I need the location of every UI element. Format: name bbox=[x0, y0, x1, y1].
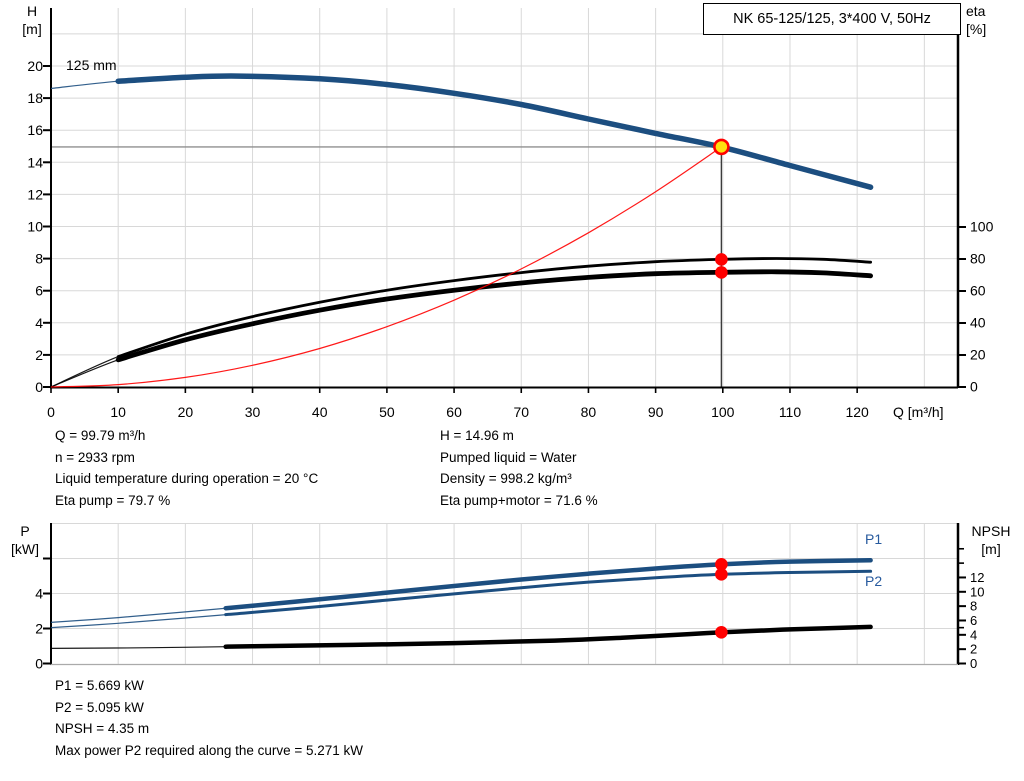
x-axis-tick-label: 110 bbox=[779, 404, 802, 420]
impeller-diameter-label: 125 mm bbox=[66, 57, 117, 73]
p2-curve-thin bbox=[50, 570, 871, 629]
x-axis-tick-label: 10 bbox=[110, 404, 126, 420]
eta-pump-curve bbox=[116, 257, 872, 358]
info-line: Eta pump = 79.7 % bbox=[55, 493, 171, 509]
info-line: Q = 99.79 m³/h bbox=[55, 428, 146, 443]
system-curve-thin bbox=[50, 146, 722, 388]
right-axis-tick-label: 4 bbox=[970, 627, 977, 642]
x-axis-tick-label: 70 bbox=[513, 404, 529, 420]
info-line: H = 14.96 m bbox=[440, 428, 514, 443]
left-axis-tick-label: 2 bbox=[35, 347, 43, 363]
left-axis-tick-label: 0 bbox=[35, 656, 43, 672]
eta-axis-unit: [%] bbox=[966, 21, 987, 37]
npsh-axis-symbol: NPSH bbox=[971, 523, 1011, 539]
right-axis-tick-label: 40 bbox=[970, 315, 986, 331]
eta-axis-title: eta [%] bbox=[966, 2, 1012, 38]
left-axis-tick-label: 14 bbox=[27, 154, 43, 170]
power-info: P1 = 5.669 kW P2 = 5.095 kW NPSH = 4.35 m M… bbox=[55, 675, 363, 762]
right-axis-tick-label: 60 bbox=[970, 283, 986, 299]
right-axis-tick-label: 6 bbox=[970, 613, 977, 628]
left-axis-tick-label: 0 bbox=[35, 379, 43, 395]
info-line: n = 2933 rpm bbox=[55, 449, 135, 465]
npsh-axis-title: NPSH [m] bbox=[961, 522, 1021, 558]
left-axis-tick-label: 2 bbox=[35, 621, 43, 637]
info-line: Density = 998.2 kg/m³ bbox=[440, 471, 572, 487]
x-axis-tick-label: 50 bbox=[379, 404, 395, 420]
x-axis-tick-label: 30 bbox=[245, 404, 261, 420]
right-axis-tick-label: 2 bbox=[970, 642, 977, 657]
left-axis-tick-label: 16 bbox=[27, 122, 43, 138]
x-axis-tick-label: 0 bbox=[47, 404, 55, 420]
p1-dot bbox=[715, 557, 728, 571]
info-line: Eta pump+motor = 71.6 % bbox=[440, 493, 598, 509]
x-axis-tick-label: 40 bbox=[312, 404, 328, 420]
x-axis-tick-label: 90 bbox=[648, 404, 664, 420]
npsh-curve bbox=[223, 624, 873, 649]
right-axis-tick-label: 20 bbox=[970, 347, 986, 363]
right-axis-tick-label: 0 bbox=[970, 656, 977, 671]
eta-pump-dot bbox=[715, 253, 728, 266]
duty-info-left: Q = 99.79 m³/h n = 2933 rpm Liquid tempera… bbox=[55, 425, 318, 512]
left-axis-tick-label: 12 bbox=[27, 186, 43, 202]
left-axis-tick-label: 10 bbox=[27, 219, 43, 235]
eta-pump-motor-dot bbox=[715, 266, 728, 279]
p1-curve-label: P1 bbox=[865, 531, 883, 547]
pump-title-box: NK 65-125/125, 3*400 V, 50Hz bbox=[703, 3, 961, 35]
info-line: P1 = 5.669 kW bbox=[55, 678, 144, 693]
left-axis-tick-label: 8 bbox=[35, 251, 43, 267]
npsh-dot bbox=[715, 626, 728, 639]
duty-info-right: H = 14.96 m Pumped liquid = Water Density … bbox=[440, 425, 598, 512]
right-axis-tick-label: 80 bbox=[970, 251, 986, 267]
x-axis-tick-label: 120 bbox=[845, 404, 869, 420]
left-axis-tick-label: 20 bbox=[27, 58, 43, 74]
right-axis-tick-label: 8 bbox=[970, 599, 977, 614]
h-axis-unit: [m] bbox=[22, 21, 42, 37]
npsh-axis-unit: [m] bbox=[981, 541, 1001, 557]
info-line: Liquid temperature during operation = 20… bbox=[55, 471, 319, 487]
right-axis-tick-label: 12 bbox=[970, 570, 984, 585]
x-axis-tick-label: 20 bbox=[178, 404, 194, 420]
p1-curve bbox=[223, 558, 873, 611]
left-axis-tick-label: 4 bbox=[35, 315, 43, 331]
x-axis-tick-label: 60 bbox=[446, 404, 462, 420]
p-axis-title: P [kW] bbox=[4, 522, 46, 558]
info-line: Pumped liquid = Water bbox=[440, 449, 577, 465]
duty-point-marker[interactable] bbox=[713, 138, 730, 156]
pump-title: NK 65-125/125, 3*400 V, 50Hz bbox=[733, 11, 931, 27]
p2-curve bbox=[224, 569, 873, 617]
h-axis-symbol: H bbox=[26, 3, 38, 19]
right-axis-tick-label: 100 bbox=[970, 219, 994, 235]
head-curve-125mm bbox=[115, 73, 874, 190]
left-axis-tick-label: 18 bbox=[27, 90, 43, 106]
x-axis-unit-label: Q [m³/h] bbox=[893, 404, 944, 420]
info-line: NPSH = 4.35 m bbox=[55, 721, 150, 737]
right-axis-tick-label: 10 bbox=[970, 584, 984, 599]
p2-curve-label: P2 bbox=[865, 573, 883, 589]
x-axis-tick-label: 100 bbox=[711, 404, 735, 420]
h-axis-title: H [m] bbox=[12, 2, 52, 38]
left-axis-tick-label: 4 bbox=[35, 586, 43, 602]
p1-curve-thin bbox=[50, 559, 871, 623]
x-axis-tick-label: 80 bbox=[581, 404, 597, 420]
eta-axis-symbol: eta bbox=[966, 3, 986, 19]
p-axis-symbol: P bbox=[20, 523, 30, 539]
info-line: Max power P2 required along the curve = … bbox=[55, 743, 364, 759]
p-axis-unit: [kW] bbox=[11, 541, 39, 557]
p2-dot bbox=[715, 568, 728, 581]
eta-pump-motor-curve bbox=[115, 269, 873, 363]
right-axis-tick-label: 0 bbox=[970, 379, 978, 395]
info-line: P2 = 5.095 kW bbox=[55, 699, 144, 715]
left-axis-tick-label: 6 bbox=[35, 283, 43, 299]
